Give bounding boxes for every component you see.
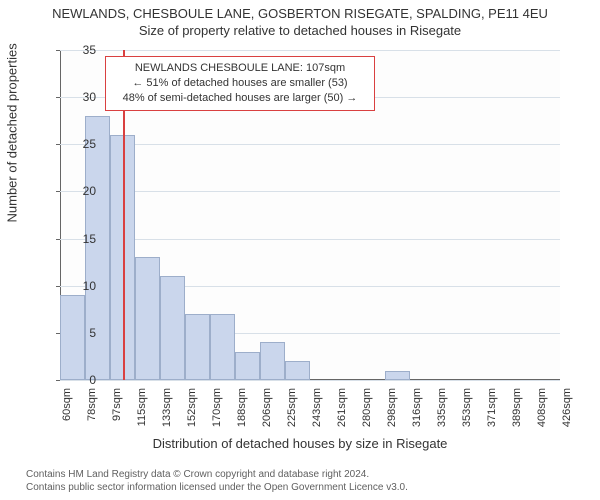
y-tick-label: 0 bbox=[66, 373, 96, 387]
x-tick-label: 335sqm bbox=[436, 388, 448, 438]
histogram-bar bbox=[160, 276, 185, 380]
grid-line bbox=[60, 380, 560, 381]
histogram-bar bbox=[210, 314, 235, 380]
histogram-bar bbox=[235, 352, 260, 380]
x-tick-label: 426sqm bbox=[561, 388, 573, 438]
x-tick-label: 60sqm bbox=[61, 388, 73, 438]
x-axis-label: Distribution of detached houses by size … bbox=[0, 436, 600, 451]
histogram-bar bbox=[285, 361, 310, 380]
y-axis-label: Number of detached properties bbox=[5, 43, 20, 222]
x-tick-label: 206sqm bbox=[261, 388, 273, 438]
footer-attribution: Contains HM Land Registry data © Crown c… bbox=[26, 468, 408, 494]
plot-area: NEWLANDS CHESBOULE LANE: 107sqm← 51% of … bbox=[60, 50, 560, 380]
y-tick-label: 20 bbox=[66, 184, 96, 198]
y-tick-label: 30 bbox=[66, 90, 96, 104]
x-tick-label: 78sqm bbox=[86, 388, 98, 438]
histogram-bar bbox=[135, 257, 160, 380]
histogram-bar bbox=[385, 371, 410, 380]
x-tick-label: 389sqm bbox=[511, 388, 523, 438]
histogram-bar bbox=[85, 116, 110, 380]
chart-title-sub: Size of property relative to detached ho… bbox=[0, 21, 600, 38]
property-size-histogram: NEWLANDS, CHESBOULE LANE, GOSBERTON RISE… bbox=[0, 0, 600, 500]
histogram-bar bbox=[185, 314, 210, 380]
annotation-callout: NEWLANDS CHESBOULE LANE: 107sqm← 51% of … bbox=[105, 56, 375, 111]
y-tick-label: 15 bbox=[66, 232, 96, 246]
y-tick-mark bbox=[56, 380, 60, 381]
histogram-bar bbox=[260, 342, 285, 380]
x-tick-label: 97sqm bbox=[111, 388, 123, 438]
x-tick-label: 133sqm bbox=[161, 388, 173, 438]
annotation-line: 48% of semi-detached houses are larger (… bbox=[112, 91, 368, 106]
x-tick-label: 280sqm bbox=[361, 388, 373, 438]
x-tick-label: 170sqm bbox=[211, 388, 223, 438]
x-tick-label: 188sqm bbox=[236, 388, 248, 438]
x-tick-label: 298sqm bbox=[386, 388, 398, 438]
x-tick-label: 115sqm bbox=[136, 388, 148, 438]
x-tick-label: 408sqm bbox=[536, 388, 548, 438]
x-tick-label: 243sqm bbox=[311, 388, 323, 438]
x-tick-label: 225sqm bbox=[286, 388, 298, 438]
y-tick-label: 5 bbox=[66, 326, 96, 340]
x-tick-label: 353sqm bbox=[461, 388, 473, 438]
chart-title-main: NEWLANDS, CHESBOULE LANE, GOSBERTON RISE… bbox=[0, 0, 600, 21]
x-tick-label: 152sqm bbox=[186, 388, 198, 438]
y-tick-label: 35 bbox=[66, 43, 96, 57]
annotation-line: ← 51% of detached houses are smaller (53… bbox=[112, 76, 368, 91]
x-tick-label: 261sqm bbox=[336, 388, 348, 438]
y-tick-label: 10 bbox=[66, 279, 96, 293]
footer-line-1: Contains HM Land Registry data © Crown c… bbox=[26, 468, 408, 481]
annotation-line: NEWLANDS CHESBOULE LANE: 107sqm bbox=[112, 61, 368, 76]
footer-line-2: Contains public sector information licen… bbox=[26, 481, 408, 494]
y-tick-label: 25 bbox=[66, 137, 96, 151]
x-tick-label: 371sqm bbox=[486, 388, 498, 438]
x-tick-label: 316sqm bbox=[411, 388, 423, 438]
